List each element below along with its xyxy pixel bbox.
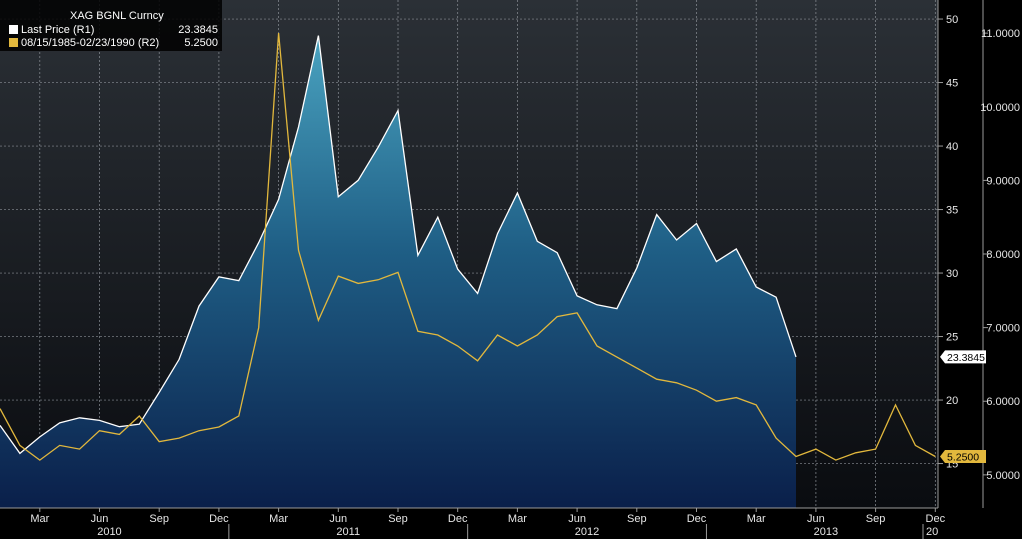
r1-tick-label-2: 25 [946,332,958,344]
year-label-trailing: 20 [926,526,938,538]
x-tick-label-4: Mar [269,513,288,525]
series-last-price-line [0,35,797,455]
x-tick-label-2: Sep [149,513,169,525]
x-tick-label-6: Sep [388,513,408,525]
x-tick-label-5: Jun [329,513,347,525]
x-axis-background [0,508,1022,539]
x-tick-label-9: Jun [568,513,586,525]
r1-tick-label-7: 50 [946,14,958,26]
x-axis: Mar Jun Sep Dec Mar Jun Sep Dec Mar Jun Sep Dec Mar J… [30,508,946,539]
series-1985-1990-line [0,33,936,461]
year-label-2012: 2012 [575,526,599,538]
legend-background [0,0,222,51]
r1-tick-label-1: 20 [946,395,958,407]
x-tick-label-8: Mar [508,513,527,525]
x-tick-label-3: Dec [209,513,229,525]
legend-title: XAG BGNL Curncy [70,10,164,22]
x-tick-label-0: Mar [30,513,49,525]
legend-label-1985-1990: 08/15/1985-02/23/1990 (R2) [21,37,159,49]
x-tick-label-12: Mar [747,513,766,525]
r2-axis: 5.0000 6.0000 7.0000 8.0000 9.0000 10.0000 11.… [980,0,1020,508]
x-tick-label-1: Jun [91,513,109,525]
r2-tick-label-4: 9.0000 [986,175,1020,187]
r1-tick-label-3: 30 [946,268,958,280]
legend-value-1985-1990: 5.2500 [184,37,218,49]
x-tick-label-10: Sep [627,513,647,525]
legend-value-last-price: 23.3845 [178,24,218,36]
year-label-2010: 2010 [97,526,121,538]
x-tick-label-14: Sep [866,513,886,525]
x-tick-label-13: Jun [807,513,825,525]
x-tick-label-15: Dec [926,513,946,525]
r2-tick-label-5: 10.0000 [980,102,1020,114]
r2-tick-label-2: 7.0000 [986,323,1020,335]
r2-tick-label-1: 6.0000 [986,396,1020,408]
x-tick-label-7: Dec [448,513,468,525]
legend-swatch-last-price [9,25,18,34]
r1-last-value-text: 23.3845 [947,352,985,364]
year-label-2011: 2011 [336,526,360,538]
legend-swatch-1985-1990 [9,38,18,47]
r1-tick-label-4: 35 [946,205,958,217]
r1-tick-label-5: 40 [946,141,958,153]
axis-background [938,0,1022,539]
r2-tick-label-0: 5.0000 [986,470,1020,482]
r2-tick-label-3: 8.0000 [986,249,1020,261]
year-label-2013: 2013 [814,526,838,538]
r2-tick-label-6: 11.0000 [981,28,1020,40]
legend-label-last-price: Last Price (R1) [21,24,94,36]
x-tick-label-11: Dec [687,513,707,525]
r1-last-value-label: 23.3845 [940,350,986,364]
r1-tick-label-6: 45 [946,78,958,90]
r2-last-value-label: 5.2500 [940,449,986,463]
legend: XAG BGNL Curncy Last Price (R1) 23.3845 … [0,0,222,51]
r2-last-value-text: 5.2500 [947,451,979,463]
